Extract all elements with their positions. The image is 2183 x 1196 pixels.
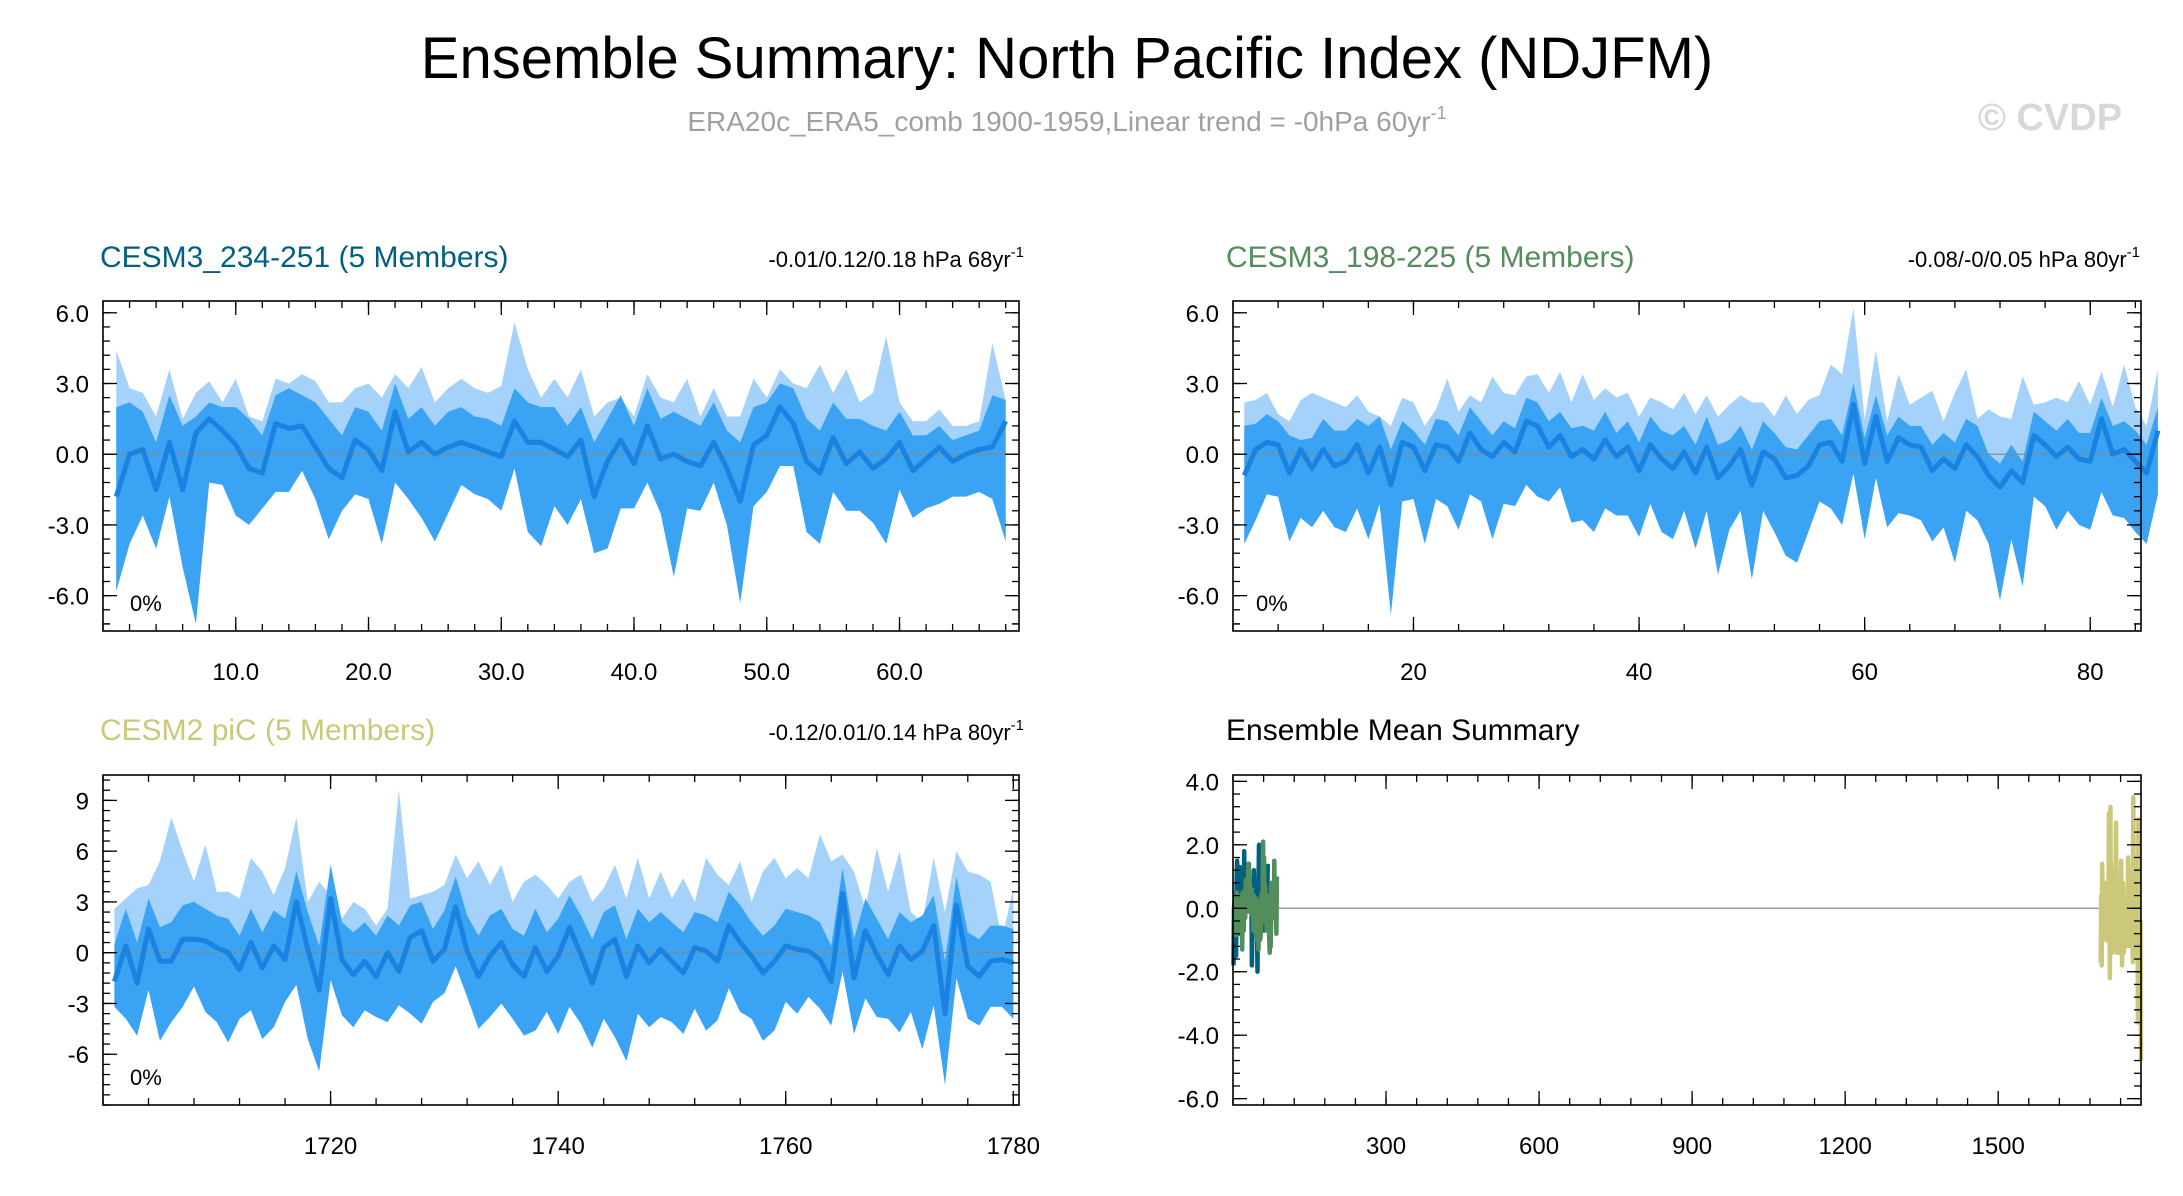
x-tick-label: 30.0 <box>478 659 525 686</box>
ensemble-mean-line <box>113 404 1008 504</box>
inner-spread-band <box>114 864 1014 1085</box>
y-tick-label: 9 <box>76 788 89 815</box>
cvdp-watermark: © CVDP <box>1978 97 2122 139</box>
panel-title: CESM2 piC (5 Members) <box>100 714 435 747</box>
panel-stat: -0.12/0.01/0.14 hPa 80yr-1 <box>768 717 1024 745</box>
figure-subtitle-text: ERA20c_ERA5_comb 1900-1959,Linear trend … <box>687 106 1430 137</box>
y-tick-label: -6 <box>68 1042 89 1069</box>
y-tick-label: -6.0 <box>48 584 89 611</box>
x-tick-label: 50.0 <box>743 659 790 686</box>
panel-title: Ensemble Mean Summary <box>1226 714 1579 747</box>
y-tick-label: 0 <box>76 941 89 968</box>
plot-area <box>103 322 1019 624</box>
panel-stat: -0.01/0.12/0.18 hPa 68yr-1 <box>768 244 1024 272</box>
x-tick-label: 20 <box>1400 659 1427 686</box>
panel-stat-sup: -1 <box>2127 244 2140 261</box>
x-tick-label: 10.0 <box>212 659 259 686</box>
y-tick-label: 3.0 <box>56 372 89 399</box>
ensemble-mean-line <box>1242 402 2161 490</box>
x-tick-label: 40.0 <box>611 659 658 686</box>
figure-title: Ensemble Summary: North Pacific Index (N… <box>421 26 1713 91</box>
x-tick-label: 1720 <box>304 1133 357 1160</box>
y-tick-label: 6.0 <box>56 301 89 328</box>
panel-title: CESM3_234-251 (5 Members) <box>100 241 509 274</box>
panel-cesm3-198-225: CESM3_198-225 (5 Members) -0.08/-0/0.05 … <box>1178 241 2161 686</box>
y-tick-label: 3 <box>76 890 89 917</box>
plot-area <box>1233 308 2161 615</box>
y-tick-label: 6.0 <box>1186 301 1219 328</box>
y-tick-label: 0.0 <box>1186 896 1219 923</box>
x-tick-label: 40 <box>1626 659 1653 686</box>
y-tick-label: -3.0 <box>1178 513 1219 540</box>
plot-frame <box>102 774 1020 1106</box>
x-tick-label: 1200 <box>1818 1133 1871 1160</box>
plot-frame <box>1232 774 2142 1106</box>
y-tick-label: 4.0 <box>1186 769 1219 796</box>
y-tick-label: -3 <box>68 991 89 1018</box>
x-tick-label: 60.0 <box>876 659 923 686</box>
panel-stat-text: -0.01/0.12/0.18 hPa 68yr <box>768 247 1010 272</box>
figure-subtitle-sup: -1 <box>1431 103 1447 123</box>
y-tick-label: 6 <box>76 839 89 866</box>
x-tick-label: 1760 <box>759 1133 812 1160</box>
panel-cesm3-234-251: CESM3_234-251 (5 Members) -0.01/0.12/0.1… <box>48 241 1024 686</box>
plot-frame <box>1232 300 2142 632</box>
axis-ticks <box>1232 775 2141 1105</box>
x-tick-label: 900 <box>1672 1133 1712 1160</box>
figure-subtitle: ERA20c_ERA5_comb 1900-1959,Linear trend … <box>687 103 1446 137</box>
percent-label: 0% <box>130 591 162 616</box>
axis-ticks <box>102 775 1019 1106</box>
percent-label: 0% <box>1256 591 1288 616</box>
x-tick-label: 1500 <box>1971 1133 2024 1160</box>
panel-stat-text: -0.08/-0/0.05 hPa 80yr <box>1908 247 2127 272</box>
y-tick-label: -2.0 <box>1178 960 1219 987</box>
y-tick-label: 3.0 <box>1186 372 1219 399</box>
x-tick-label: 1780 <box>987 1133 1040 1160</box>
panel-cesm2-pic: CESM2 piC (5 Members) -0.12/0.01/0.14 hP… <box>68 714 1040 1160</box>
x-tick-label: 300 <box>1366 1133 1406 1160</box>
panel-title: CESM3_198-225 (5 Members) <box>1226 241 1635 274</box>
x-tick-label: 1740 <box>531 1133 584 1160</box>
x-tick-label: 60 <box>1851 659 1878 686</box>
axis-ticks <box>102 301 1019 631</box>
y-tick-label: -6.0 <box>1178 1087 1219 1114</box>
y-tick-label: 2.0 <box>1186 833 1219 860</box>
y-tick-label: -4.0 <box>1178 1023 1219 1050</box>
y-tick-label: 0.0 <box>56 442 89 469</box>
panel-stat-sup: -1 <box>1011 244 1024 261</box>
percent-label: 0% <box>130 1065 162 1090</box>
panel-stat-text: -0.12/0.01/0.14 hPa 80yr <box>768 720 1010 745</box>
ensemble-mean-line <box>112 891 1014 1017</box>
panel-stat-sup: -1 <box>1011 717 1024 734</box>
series-line-cesm2-pic <box>2098 794 2144 1061</box>
series-line-cesm3-198-225 <box>1233 839 1280 955</box>
y-tick-label: 0.0 <box>1186 442 1219 469</box>
panel-ensemble-mean-summary: Ensemble Mean Summary 300 600 900 1200 1500 4… <box>1178 714 2144 1160</box>
axis-ticks <box>1232 301 2141 631</box>
x-tick-label: 20.0 <box>345 659 392 686</box>
plot-area <box>103 790 1019 1085</box>
x-tick-label: 80 <box>2077 659 2104 686</box>
plot-area <box>1231 794 2144 1061</box>
y-tick-label: -6.0 <box>1178 584 1219 611</box>
x-tick-label: 600 <box>1519 1133 1559 1160</box>
inner-spread-band <box>116 383 1006 624</box>
panel-stat: -0.08/-0/0.05 hPa 80yr-1 <box>1908 244 2140 272</box>
plot-frame <box>102 300 1020 632</box>
y-tick-label: -3.0 <box>48 513 89 540</box>
